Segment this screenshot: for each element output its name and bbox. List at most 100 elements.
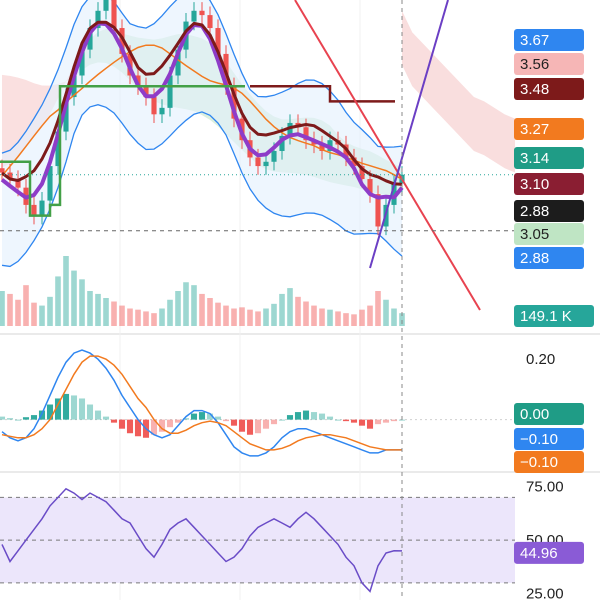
macd-histogram-bar [270,419,278,425]
candle-body[interactable] [207,15,213,29]
macd-histogram-bar [70,395,78,420]
candle-body[interactable] [199,10,205,16]
volume-bar [271,303,277,326]
candle-body[interactable] [319,144,325,151]
volume-bar [167,299,173,326]
volume-bar [47,296,53,326]
trend-line-up[interactable] [369,0,449,269]
volume-bar [183,282,189,326]
volume-bar [399,313,405,326]
cloud-segment [2,74,10,168]
volume-bar [351,314,357,326]
candle-body[interactable] [367,179,373,195]
volume-bar [343,313,349,326]
macd-histogram-bar [318,413,326,420]
candle-body[interactable] [391,183,397,205]
macd-histogram-bar [358,419,366,426]
volume-bar [79,279,85,326]
volume-bar [303,301,309,326]
candle-body[interactable] [119,28,125,54]
macd-histogram-bar [62,393,70,420]
candle-body[interactable] [175,49,181,76]
candle-body[interactable] [103,0,109,11]
macd-histogram-bar [214,416,222,420]
cloud-projection [402,0,515,173]
candle-body[interactable] [55,131,61,167]
candle-body[interactable] [375,194,381,227]
candle-body[interactable] [287,122,293,136]
volume-bar [199,293,205,326]
volume-bar [239,307,245,326]
candle-body[interactable] [191,10,197,22]
macd-histogram-bar [310,412,318,420]
trend-lines[interactable] [294,0,481,311]
volume-bar [255,311,261,326]
macd-panel [0,349,515,457]
price-tag: 3.48 [520,81,549,98]
candle-body[interactable] [215,28,221,54]
candle-body[interactable] [47,166,53,201]
price-axis: 3.673.563.483.273.143.102.883.052.882.50… [514,29,594,600]
price-tag-bg [514,53,584,75]
macd-histogram-bar [158,419,166,432]
candle-body[interactable] [271,150,277,162]
candle-body[interactable] [159,107,165,115]
volume-bar [7,293,13,326]
candle-body[interactable] [231,86,237,119]
candle-body[interactable] [7,172,13,180]
bollinger-bands [1,0,403,268]
candle-body[interactable] [79,49,85,76]
macd-histogram-bar [110,419,118,423]
macd-histogram-bar [374,419,382,425]
candle-body[interactable] [111,0,117,29]
candle-body[interactable] [0,168,5,173]
macd-histogram-bar [222,419,230,422]
candle-body[interactable] [143,86,149,98]
candle-body[interactable] [263,161,269,167]
candle-body[interactable] [359,166,365,180]
macd-histogram-bar [166,419,174,428]
crosshair [0,0,515,600]
macd-histogram-bar [30,415,38,420]
volume-bar [71,270,77,326]
candle-body[interactable] [303,127,309,141]
macd-histogram-bar [238,419,246,432]
volume-bars [0,256,405,326]
candle-body[interactable] [151,97,157,115]
volume-bar [391,308,397,326]
signal-line [1,355,402,451]
trend-line-down[interactable] [294,0,481,311]
macd-histogram-bar [390,419,398,422]
volume-bar [127,308,133,326]
macd-histogram-bar [262,419,270,429]
volume-bar [319,308,325,326]
macd-histogram-bar [342,419,350,422]
ma-maroon-line [1,20,403,186]
macd-histogram-bar [206,413,214,420]
candle-body[interactable] [15,179,21,188]
macd-histogram-bar [254,419,262,434]
candle-body[interactable] [279,135,285,151]
price-tag: 3.05 [520,226,549,243]
macd-tag: 0.00 [520,406,549,423]
volume-bar [367,305,373,326]
price-tag-bg [514,118,584,140]
candle-body[interactable] [255,157,261,167]
price-tag-bg [514,147,584,169]
volume-bar [335,311,341,326]
candle-body[interactable] [31,204,37,216]
macd-histogram-bar [382,419,390,423]
macd-histogram-bar [102,416,110,420]
macd-tag-bg [514,428,584,450]
volume-bar [263,308,269,326]
macd-histogram-bar [286,415,294,420]
volume-bar [135,309,141,326]
candle-body[interactable] [167,75,173,108]
candle-body[interactable] [39,200,45,216]
candle-body[interactable] [95,10,101,29]
candle-body[interactable] [87,28,93,50]
candle-body[interactable] [63,97,69,132]
volume-bar [287,288,293,326]
volume-bar [151,313,157,326]
